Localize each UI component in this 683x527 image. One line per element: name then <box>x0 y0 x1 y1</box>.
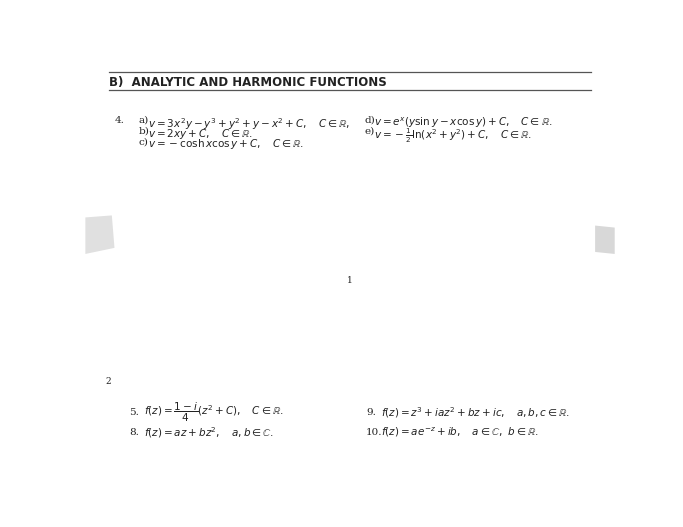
Text: d): d) <box>365 116 376 125</box>
Text: 2: 2 <box>105 377 111 386</box>
Text: $f(z) = ae^{-z}+ib,\quad a\in\mathbb{C},\ b\in\mathbb{R}.$: $f(z) = ae^{-z}+ib,\quad a\in\mathbb{C},… <box>380 426 538 439</box>
Text: c): c) <box>138 137 148 146</box>
Text: $v = -\cosh x\cos y+C,$  $\ C\in\mathbb{R}.$: $v = -\cosh x\cos y+C,$ $\ C\in\mathbb{R… <box>148 137 303 151</box>
Text: $v = 2xy+C,$  $\ C\in\mathbb{R}.$: $v = 2xy+C,$ $\ C\in\mathbb{R}.$ <box>148 126 253 141</box>
Text: $v = -\frac{1}{2}\ln(x^2+y^2)+C,$  $\ C\in\mathbb{R}.$: $v = -\frac{1}{2}\ln(x^2+y^2)+C,$ $\ C\i… <box>374 126 532 145</box>
Text: 4.: 4. <box>115 116 125 125</box>
Text: $v = e^x(y\sin y - x\cos y)+C,$  $\ C\in\mathbb{R}.$: $v = e^x(y\sin y - x\cos y)+C,$ $\ C\in\… <box>374 116 553 130</box>
Text: $v = 3x^2y-y^3+y^2+y-x^2+C,$  $\ C\in\mathbb{R},$: $v = 3x^2y-y^3+y^2+y-x^2+C,$ $\ C\in\mat… <box>148 116 350 132</box>
Text: 1: 1 <box>347 276 353 285</box>
Text: 8.: 8. <box>129 428 139 437</box>
Text: e): e) <box>365 126 375 135</box>
Text: 10.: 10. <box>366 428 382 437</box>
Text: B)  ANALYTIC AND HARMONIC FUNCTIONS: B) ANALYTIC AND HARMONIC FUNCTIONS <box>109 76 387 89</box>
Polygon shape <box>595 226 615 254</box>
Text: $f(z) = \dfrac{1-i}{4}(z^2+C),\quad C\in\mathbb{R}.$: $f(z) = \dfrac{1-i}{4}(z^2+C),\quad C\in… <box>143 401 283 424</box>
Polygon shape <box>85 216 115 254</box>
Text: $f(z) = az+bz^2,\quad a,b\in\mathbb{C}.$: $f(z) = az+bz^2,\quad a,b\in\mathbb{C}.$ <box>143 425 274 440</box>
Text: 5.: 5. <box>129 408 139 417</box>
Text: b): b) <box>138 126 149 135</box>
Text: a): a) <box>138 116 149 125</box>
Text: 9.: 9. <box>366 408 376 417</box>
Text: $f(z) = z^3+iaz^2+bz+ic,\quad a,b,c\in\mathbb{R}.$: $f(z) = z^3+iaz^2+bz+ic,\quad a,b,c\in\m… <box>380 405 570 419</box>
